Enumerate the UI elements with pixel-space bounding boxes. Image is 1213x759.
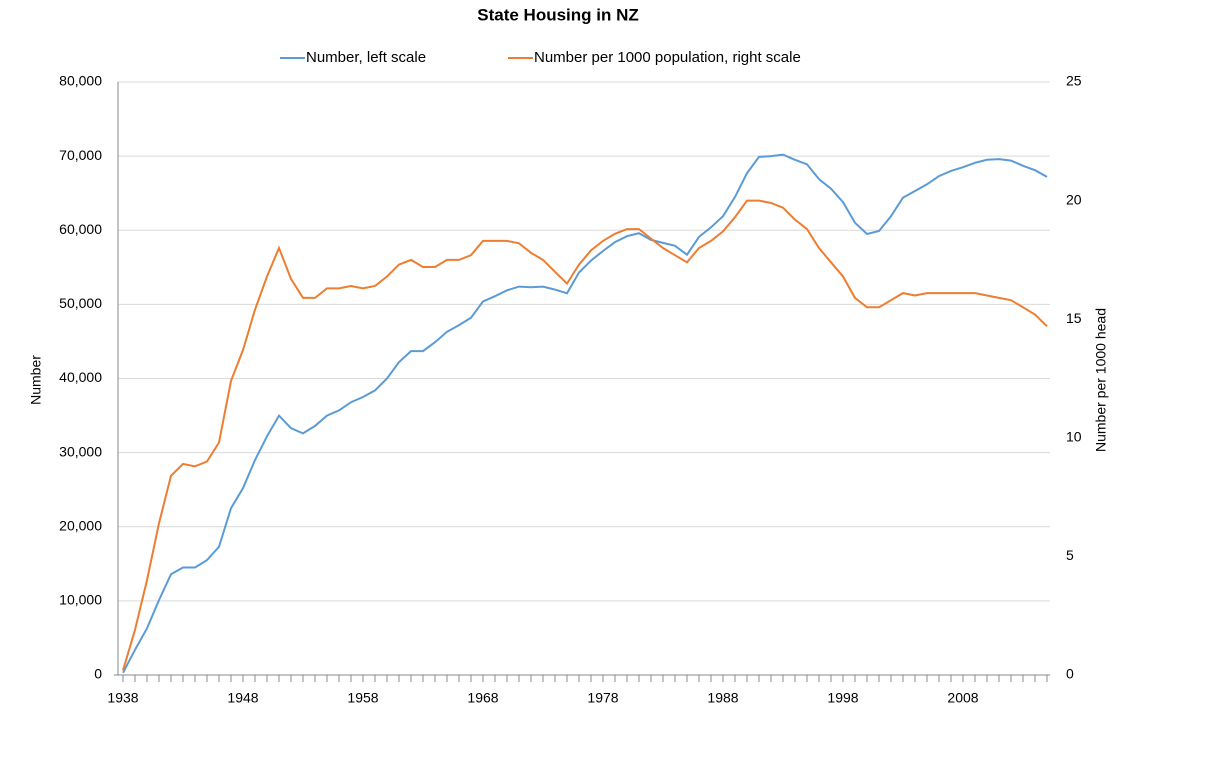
y-tick-label: 40,000	[59, 369, 102, 385]
y-tick-label: 60,000	[59, 221, 102, 237]
x-tick-label: 1968	[467, 690, 498, 706]
y2-tick-label: 5	[1066, 547, 1074, 563]
y-tick-label: 0	[94, 666, 102, 682]
y-tick-label: 30,000	[59, 443, 102, 459]
y2-tick-label: 15	[1066, 310, 1082, 326]
legend-label: Number per 1000 population, right scale	[534, 49, 801, 66]
y-tick-label: 10,000	[59, 592, 102, 608]
series-line	[122, 199, 1048, 671]
y2-tick-label: 20	[1066, 191, 1082, 207]
x-tick-label: 1958	[347, 690, 378, 706]
series-line	[122, 153, 1048, 674]
x-tick-label: 1948	[227, 690, 258, 706]
legend-label: Number, left scale	[306, 49, 426, 66]
y2-axis-title: Number per 1000 head	[1093, 308, 1109, 452]
y-tick-label: 80,000	[59, 73, 102, 89]
y-axis-title: Number	[28, 355, 44, 405]
y-tick-label: 70,000	[59, 147, 102, 163]
y-tick-label: 20,000	[59, 517, 102, 533]
x-tick-label: 1998	[827, 690, 858, 706]
y2-tick-label: 10	[1066, 429, 1082, 445]
chart-title: State Housing in NZ	[477, 5, 639, 24]
x-tick-label: 1978	[587, 690, 618, 706]
x-tick-label: 2008	[947, 690, 978, 706]
y-tick-label: 50,000	[59, 295, 102, 311]
y2-tick-label: 0	[1066, 666, 1074, 682]
y2-tick-label: 25	[1066, 73, 1082, 89]
x-tick-label: 1938	[107, 690, 138, 706]
x-tick-label: 1988	[707, 690, 738, 706]
